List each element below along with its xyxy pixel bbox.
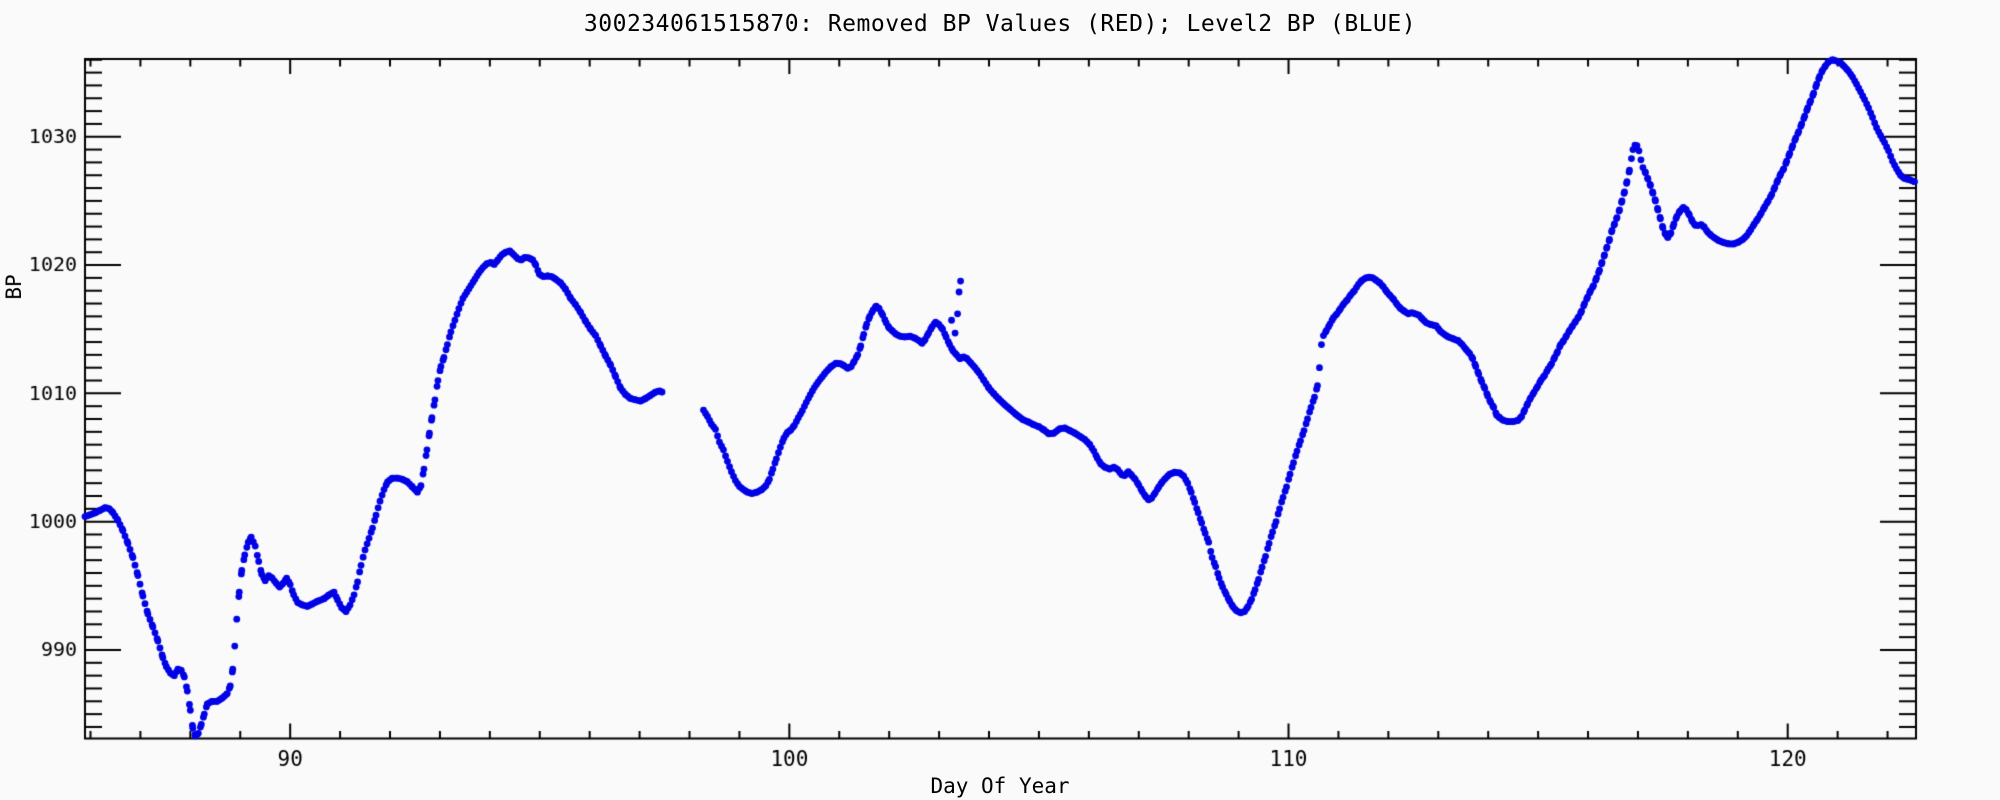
chart-title: 300234061515870: Removed BP Values (RED)… [583, 11, 1417, 37]
x-axis-label: Day Of Year [930, 774, 1070, 798]
y-axis-label: BP [2, 274, 26, 300]
